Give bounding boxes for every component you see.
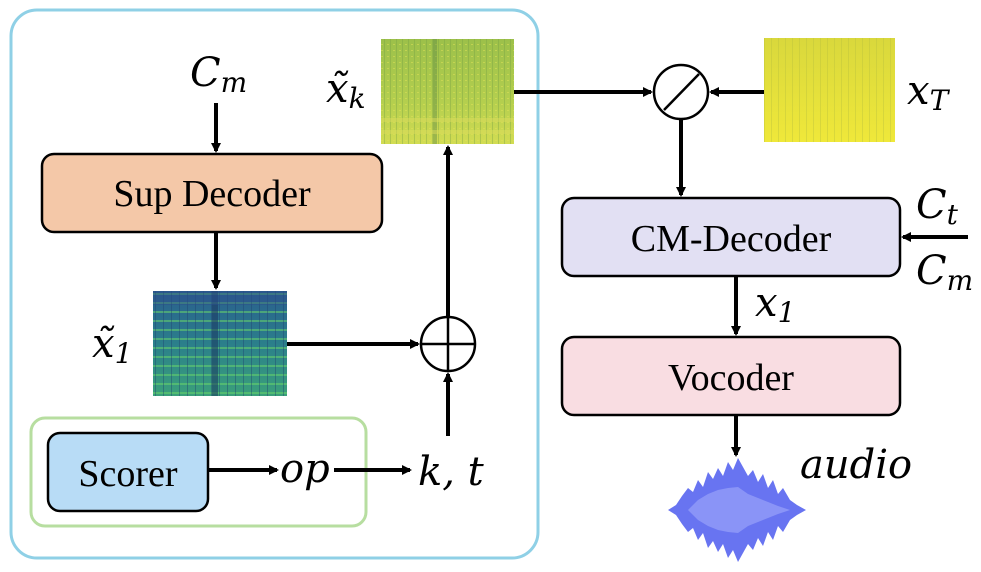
vocoder-label: Vocoder <box>668 357 794 399</box>
audio-waveform-icon <box>668 458 806 562</box>
scorer-box: Scorer <box>46 431 210 513</box>
label-xk: x̃k <box>326 66 366 115</box>
label-kt: k, t <box>418 449 485 495</box>
cm-decoder-label: CM-Decoder <box>631 218 832 260</box>
spectrogram-x1 <box>153 291 287 396</box>
sup-decoder-label: Sup Decoder <box>113 173 311 215</box>
label-cm-top: Cm <box>190 50 247 99</box>
label-ct: Ct <box>916 182 959 231</box>
circle-slash-icon <box>652 63 710 121</box>
arrows <box>208 87 968 475</box>
label-cm-right: Cm <box>916 248 973 297</box>
label-audio: audio <box>800 442 912 488</box>
label-op: op <box>280 446 330 492</box>
sup-decoder-box: Sup Decoder <box>40 152 384 234</box>
scorer-label: Scorer <box>78 453 178 495</box>
spectrogram-xk <box>381 39 514 144</box>
spectrogram-xT <box>764 38 895 142</box>
outer-frame <box>9 8 540 560</box>
vocoder-box: Vocoder <box>560 335 902 417</box>
label-xT: xT <box>907 68 951 117</box>
circle-plus-icon <box>419 315 477 373</box>
label-x1: x1 <box>755 280 795 329</box>
cm-decoder-box: CM-Decoder <box>560 196 902 278</box>
label-x1-tilde: x̃1 <box>92 321 132 370</box>
